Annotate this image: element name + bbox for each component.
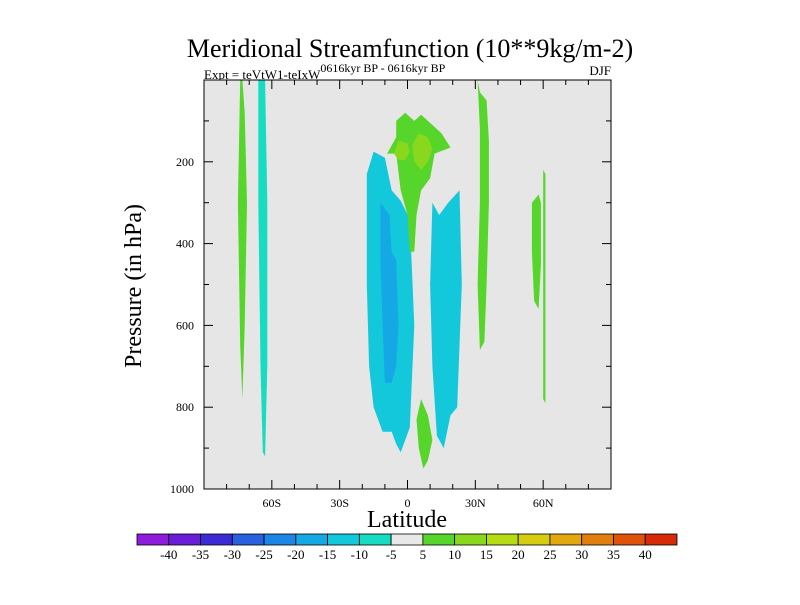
y-tick-label: 1000	[170, 482, 194, 496]
contour-region-pos10	[393, 140, 410, 160]
colorbar-swatch	[136, 533, 170, 546]
colorbar-swatch	[231, 533, 265, 546]
contour-region-pos5	[237, 80, 247, 399]
colorbar-swatch	[295, 533, 328, 546]
y-tick-label: 200	[176, 155, 194, 169]
colorbar-swatch	[200, 533, 233, 546]
colorbar-label: -15	[319, 547, 336, 562]
colorbar-swatch	[613, 533, 646, 546]
contour-region-neg5	[258, 80, 268, 457]
colorbar-swatch	[486, 533, 519, 546]
y-axis-title: Pressure (in hPa)	[121, 204, 147, 368]
contour-region-pos5	[416, 399, 433, 469]
x-axis-title: Latitude	[367, 507, 447, 533]
colorbar-swatch	[390, 533, 424, 546]
colorbar-label: 15	[480, 547, 493, 562]
colorbar-label: -10	[351, 547, 368, 562]
y-tick-label: 800	[176, 400, 194, 414]
x-tick-label: 30S	[330, 496, 349, 510]
x-tick-label: 0	[405, 496, 411, 510]
colorbar-label: -35	[192, 547, 209, 562]
contour-region-pos5	[543, 170, 546, 404]
colorbar-label: -30	[224, 547, 241, 562]
colorbar-label: 30	[575, 547, 588, 562]
colorbar-swatch	[327, 533, 360, 546]
experiment-label-sup: 0616kyr BP - 0616kyr BP	[320, 61, 445, 75]
colorbar-label: -40	[160, 547, 177, 562]
y-tick-label: 400	[176, 237, 194, 251]
colorbar-swatch	[549, 533, 583, 546]
colorbar-swatch	[581, 533, 614, 546]
colorbar-label: 20	[512, 547, 525, 562]
colorbar-swatch	[454, 533, 487, 546]
x-tick-label: 60N	[533, 496, 554, 510]
season-label: DJF	[589, 63, 611, 78]
colorbar-label: 40	[639, 547, 652, 562]
x-tick-label: 30N	[465, 496, 486, 510]
colorbar-swatch	[263, 533, 297, 546]
colorbar-label: 25	[543, 547, 556, 562]
experiment-label-base: Expt = teVtW1-teIxW	[204, 67, 321, 82]
colorbar-label: -25	[255, 547, 272, 562]
contour-region-pos5	[477, 80, 489, 350]
colorbar: -40 -35 -30 -25 -20 -15 -10 -5 5 10 15 20 25 30 35 40	[136, 533, 678, 562]
y-axis: 200 400 600 800 1000	[170, 120, 611, 496]
colorbar-label: -5	[386, 547, 397, 562]
y-tick-label: 600	[176, 318, 194, 332]
colorbar-swatch	[517, 533, 551, 546]
x-tick-label: 60S	[262, 496, 281, 510]
colorbar-label: -20	[287, 547, 304, 562]
colorbar-label: 35	[607, 547, 620, 562]
x-axis: 60S 30S 0 30N 60N	[226, 80, 589, 510]
chart-title: Meridional Streamfunction (10**9kg/m-2)	[187, 34, 633, 63]
colorbar-swatch	[644, 533, 678, 546]
contour-region-neg10	[430, 190, 462, 449]
colorbar-swatch	[358, 533, 392, 546]
colorbar-swatch	[422, 533, 456, 546]
contour-region-pos10	[412, 133, 433, 170]
contour-region-neg15	[380, 202, 399, 383]
experiment-label: Expt = teVtW1-teIxW0616kyr BP - 0616kyr …	[204, 61, 446, 82]
colorbar-label: 5	[420, 547, 427, 562]
contour-regions	[237, 80, 546, 469]
colorbar-swatch	[168, 533, 201, 546]
colorbar-label: 10	[448, 547, 461, 562]
contour-region-pos5	[531, 194, 541, 309]
